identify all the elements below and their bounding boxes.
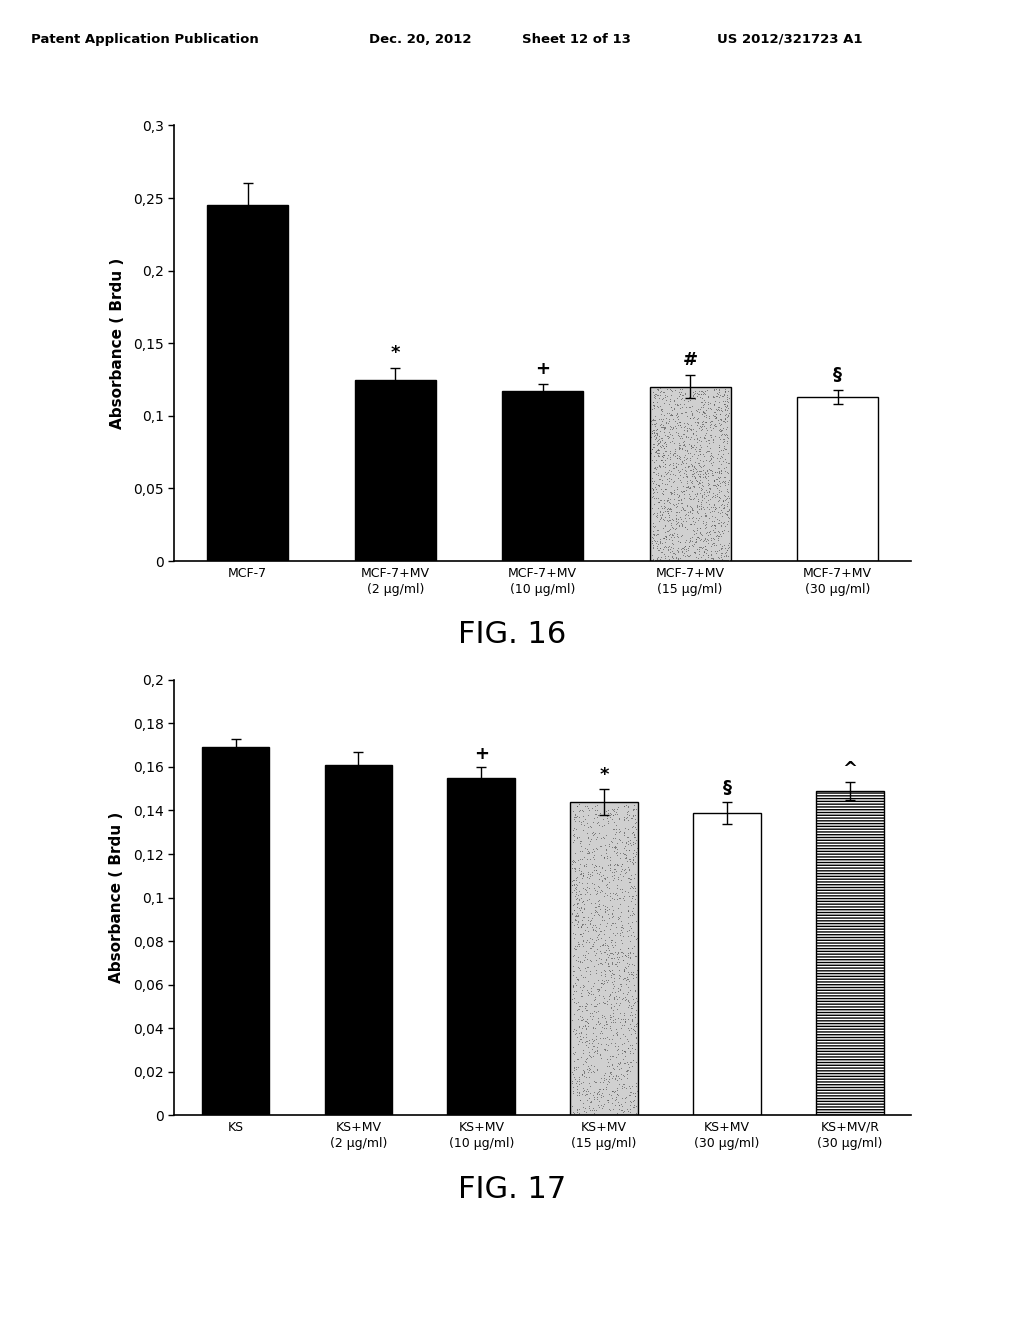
Bar [202, 747, 269, 1115]
Text: FIG. 16: FIG. 16 [458, 620, 566, 649]
Bar [649, 387, 731, 561]
Text: FIG. 17: FIG. 17 [458, 1175, 566, 1204]
Bar [816, 791, 884, 1115]
Text: *: * [599, 767, 609, 784]
Text: *: * [390, 345, 400, 362]
Y-axis label: Absorbance ( Brdu ): Absorbance ( Brdu ) [110, 812, 125, 983]
Text: US 2012/321723 A1: US 2012/321723 A1 [717, 33, 862, 46]
Bar [502, 391, 584, 561]
Bar [207, 205, 289, 561]
Text: §: § [723, 779, 731, 797]
Text: §: § [834, 366, 842, 384]
Bar [354, 380, 436, 561]
Bar [325, 764, 392, 1115]
Bar [447, 777, 515, 1115]
Text: +: + [536, 360, 550, 378]
Y-axis label: Absorbance ( Brdu ): Absorbance ( Brdu ) [110, 257, 125, 429]
Text: Sheet 12 of 13: Sheet 12 of 13 [522, 33, 631, 46]
Bar [797, 397, 879, 561]
Text: Dec. 20, 2012: Dec. 20, 2012 [369, 33, 471, 46]
Text: +: + [474, 744, 488, 763]
Text: #: # [683, 351, 697, 370]
Text: ^: ^ [843, 760, 857, 777]
Bar [693, 813, 761, 1115]
Bar [570, 801, 638, 1115]
Text: Patent Application Publication: Patent Application Publication [31, 33, 258, 46]
